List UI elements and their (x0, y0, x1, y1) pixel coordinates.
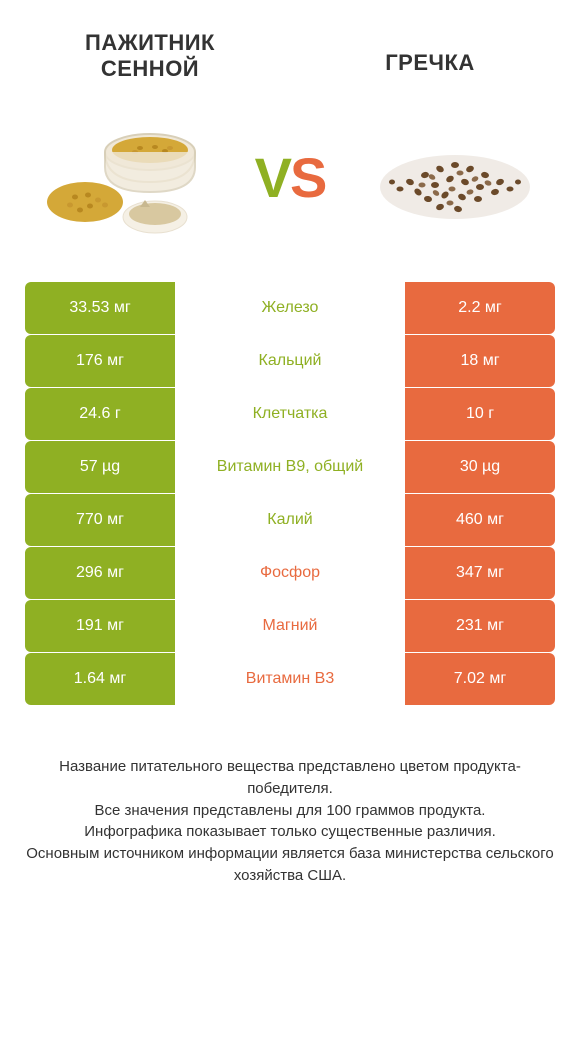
table-row: 191 мгМагний231 мг (25, 600, 555, 653)
cell-left-value: 296 мг (25, 547, 175, 599)
cell-nutrient-label: Магний (175, 600, 405, 652)
cell-nutrient-label: Фосфор (175, 547, 405, 599)
table-row: 57 µgВитамин B9, общий30 µg (25, 441, 555, 494)
images-row: VS (0, 92, 580, 282)
vs-v: V (255, 146, 290, 209)
cell-right-value: 10 г (405, 388, 555, 440)
table-row: 770 мгКалий460 мг (25, 494, 555, 547)
cell-nutrient-label: Витамин B3 (175, 653, 405, 705)
cell-right-value: 231 мг (405, 600, 555, 652)
cell-left-value: 33.53 мг (25, 282, 175, 334)
cell-left-value: 24.6 г (25, 388, 175, 440)
table-row: 33.53 мгЖелезо2.2 мг (25, 282, 555, 335)
cell-left-value: 1.64 мг (25, 653, 175, 705)
buckwheat-image (370, 112, 540, 242)
cell-left-value: 57 µg (25, 441, 175, 493)
cell-nutrient-label: Калий (175, 494, 405, 546)
cell-left-value: 770 мг (25, 494, 175, 546)
footer-text: Название питательного вещества представл… (0, 706, 580, 907)
cell-right-value: 2.2 мг (405, 282, 555, 334)
cell-nutrient-label: Кальций (175, 335, 405, 387)
footer-line-3: Инфографика показывает только существенн… (25, 821, 555, 843)
cell-left-value: 176 мг (25, 335, 175, 387)
table-row: 296 мгФосфор347 мг (25, 547, 555, 600)
table-row: 1.64 мгВитамин B37.02 мг (25, 653, 555, 706)
header: ПАЖИТНИК СЕННОЙ ГРЕЧКА (0, 0, 580, 92)
table-row: 24.6 гКлетчатка10 г (25, 388, 555, 441)
buckwheat-icon (370, 127, 540, 227)
cell-left-value: 191 мг (25, 600, 175, 652)
vs-label: VS (255, 145, 326, 210)
nutrition-table: 33.53 мгЖелезо2.2 мг176 мгКальций18 мг24… (0, 282, 580, 706)
vs-s: S (290, 146, 325, 209)
footer-line-1: Название питательного вещества представл… (25, 756, 555, 800)
cell-nutrient-label: Витамин B9, общий (175, 441, 405, 493)
cell-right-value: 347 мг (405, 547, 555, 599)
table-row: 176 мгКальций18 мг (25, 335, 555, 388)
fenugreek-image (40, 112, 210, 242)
fenugreek-icon (40, 112, 210, 242)
cell-nutrient-label: Клетчатка (175, 388, 405, 440)
cell-right-value: 7.02 мг (405, 653, 555, 705)
cell-right-value: 18 мг (405, 335, 555, 387)
product-title-left: ПАЖИТНИК СЕННОЙ (50, 30, 250, 82)
cell-nutrient-label: Железо (175, 282, 405, 334)
footer-line-4: Основным источником информации является … (25, 843, 555, 887)
product-title-right: ГРЕЧКА (330, 50, 530, 76)
cell-right-value: 30 µg (405, 441, 555, 493)
footer-line-2: Все значения представлены для 100 граммо… (25, 800, 555, 822)
cell-right-value: 460 мг (405, 494, 555, 546)
